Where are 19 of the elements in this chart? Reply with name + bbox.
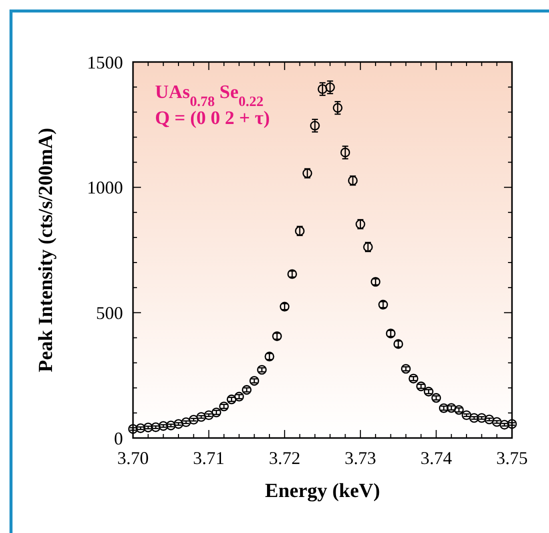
y-tick-label: 500 — [96, 302, 123, 323]
point — [257, 364, 267, 375]
x-tick-label: 3.75 — [496, 448, 528, 468]
x-tick-label: 3.70 — [117, 448, 149, 468]
annotation: UAs$_{0.78}$ Se$_{0.22}$ — [155, 82, 264, 110]
y-tick-label: 1000 — [87, 178, 123, 198]
x-tick-label: 3.73 — [344, 448, 376, 468]
y-tick-label: 1500 — [87, 52, 123, 72]
x-tick-label: 3.74 — [420, 448, 452, 468]
point — [332, 103, 343, 113]
x-axis-title: Energy (keV) — [265, 480, 380, 502]
y-axis-title: Peak Intensity (cts/s/200mA) — [35, 128, 57, 372]
point — [340, 148, 350, 158]
point — [401, 364, 411, 374]
annotation: Q = (0 0 2 + τ) — [155, 108, 270, 129]
x-tick-label: 3.72 — [268, 448, 300, 468]
point — [249, 376, 260, 386]
x-tick-label: 3.71 — [193, 448, 225, 468]
y-tick-label: 0 — [114, 428, 123, 448]
